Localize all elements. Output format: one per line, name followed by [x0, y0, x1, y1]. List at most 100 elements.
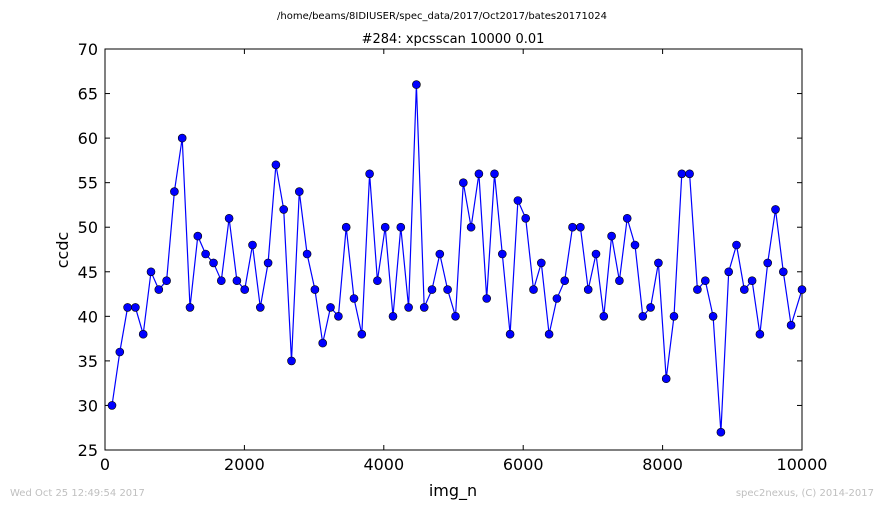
data-point	[552, 294, 562, 303]
data-point	[255, 303, 265, 312]
data-point	[170, 187, 179, 196]
data-point	[521, 214, 531, 223]
y-tick-label: 65	[78, 85, 98, 104]
data-point	[380, 222, 390, 232]
x-tick-label: 10000	[777, 455, 828, 474]
x-tick-label: 4000	[363, 455, 404, 474]
data-point	[778, 267, 788, 277]
data-point	[638, 311, 648, 321]
footer-timestamp: Wed Oct 25 12:49:54 2017	[10, 488, 145, 499]
data-point	[630, 240, 640, 250]
data-point	[708, 311, 718, 321]
x-tick-label: 6000	[503, 455, 544, 474]
data-point	[326, 303, 335, 312]
data-point	[536, 258, 546, 268]
series-group	[107, 80, 807, 437]
data-point	[334, 311, 343, 321]
data-point	[162, 276, 171, 286]
data-point	[747, 276, 757, 286]
data-point	[755, 329, 765, 339]
data-point	[217, 276, 226, 286]
data-point	[131, 303, 140, 312]
data-point	[529, 285, 538, 294]
data-point	[700, 276, 710, 286]
y-tick-label: 55	[78, 174, 98, 193]
axis-ticks: 0 2000 4000 6000 8000 10000 25 30 35 40 45 50 55 60 65…	[78, 40, 828, 474]
data-point	[224, 214, 234, 223]
data-point	[622, 214, 632, 223]
data-point	[357, 329, 367, 339]
data-point	[797, 285, 807, 294]
data-point	[248, 240, 257, 250]
data-point	[146, 267, 156, 277]
data-point	[451, 311, 460, 321]
data-point	[513, 196, 523, 205]
data-point	[786, 320, 796, 330]
data-point	[185, 303, 195, 312]
data-point	[599, 311, 609, 321]
data-point	[505, 329, 515, 339]
footer-credit: spec2nexus, (C) 2014-2017	[735, 488, 874, 499]
data-point	[302, 249, 312, 259]
data-point	[497, 249, 507, 259]
y-axis-label: ccdc	[53, 232, 72, 269]
data-point	[263, 258, 273, 268]
data-point	[544, 329, 554, 339]
data-point	[607, 231, 616, 241]
data-point	[115, 347, 125, 357]
data-point	[771, 205, 780, 214]
data-point	[677, 169, 687, 179]
data-point	[591, 249, 601, 259]
y-tick-label: 40	[78, 307, 98, 326]
data-point	[177, 133, 187, 143]
data-point	[396, 222, 406, 232]
data-point	[349, 294, 359, 303]
data-point	[427, 285, 437, 294]
data-point	[685, 169, 694, 179]
x-tick-label: 2000	[224, 455, 265, 474]
data-point	[435, 249, 445, 259]
data-point	[490, 169, 499, 179]
data-point	[576, 222, 585, 232]
y-tick-label: 25	[78, 441, 98, 460]
data-point	[294, 187, 304, 196]
data-point	[123, 303, 132, 312]
data-point	[732, 240, 741, 250]
data-point	[474, 169, 484, 179]
data-point	[458, 178, 468, 187]
data-point	[724, 267, 734, 277]
data-point	[373, 276, 382, 286]
data-point	[201, 249, 210, 259]
y-tick-label: 50	[78, 218, 98, 237]
data-point	[716, 427, 726, 437]
y-tick-label: 35	[78, 352, 98, 371]
data-point	[318, 338, 328, 348]
data-point	[568, 222, 577, 232]
data-point	[365, 169, 374, 179]
data-point	[388, 311, 398, 321]
y-tick-label: 70	[78, 40, 98, 59]
data-point	[669, 311, 679, 321]
x-tick-label: 0	[100, 455, 110, 474]
y-tick-label: 30	[78, 396, 98, 415]
data-point	[693, 285, 702, 294]
data-point	[240, 285, 249, 294]
data-point	[443, 285, 452, 294]
data-point	[482, 294, 492, 303]
y-tick-label: 60	[78, 129, 98, 148]
data-point	[271, 160, 281, 170]
x-axis-label: img_n	[429, 481, 477, 501]
data-point	[154, 285, 164, 294]
data-point	[419, 303, 429, 312]
data-point	[615, 276, 624, 286]
data-point	[654, 258, 663, 268]
data-point	[412, 80, 421, 89]
data-point	[193, 231, 203, 241]
chart-title: #284: xpcsscan 10000 0.01	[362, 32, 545, 47]
data-point	[209, 258, 218, 268]
data-point	[341, 222, 351, 232]
data-point	[404, 303, 413, 312]
data-point	[466, 222, 476, 232]
data-point	[560, 276, 570, 286]
